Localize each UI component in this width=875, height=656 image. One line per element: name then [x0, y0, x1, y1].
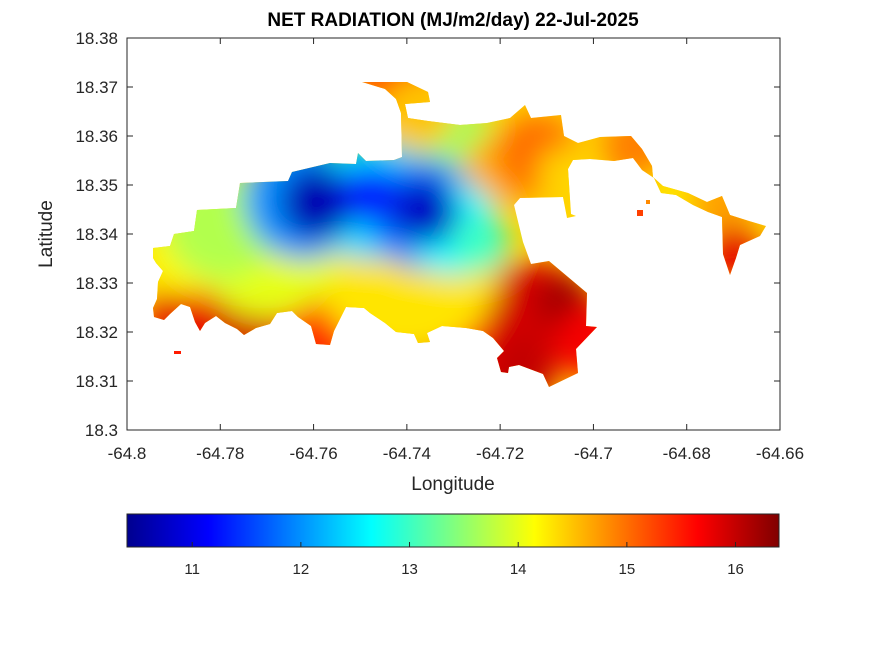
- x-tick-label: -64.74: [383, 444, 431, 463]
- y-tick-label: 18.36: [75, 127, 118, 146]
- field-cell: [392, 179, 459, 245]
- x-tick-label: -64.66: [756, 444, 804, 463]
- y-tick-label: 18.32: [75, 323, 118, 342]
- y-tick-label: 18.33: [75, 274, 118, 293]
- colorbar: [126, 513, 780, 548]
- colorbar-tick-label: 13: [401, 561, 418, 578]
- x-tick-label: -64.8: [108, 444, 147, 463]
- islet: [637, 210, 643, 216]
- colorbar-ticks: 11 12 13 14 15 16: [184, 542, 744, 578]
- islet: [174, 351, 181, 354]
- y-tick-label: 18.34: [75, 225, 118, 244]
- small-islets: [174, 200, 650, 354]
- x-axis: -64.8 -64.78 -64.76 -64.74 -64.72 -64.7 -64.68…: [108, 38, 804, 463]
- y-tick-label: 18.37: [75, 78, 118, 97]
- field-cell: [341, 166, 398, 223]
- islet: [646, 200, 650, 204]
- y-tick-label: 18.38: [75, 29, 118, 48]
- x-tick-label: -64.68: [663, 444, 711, 463]
- y-axis-title: Latitude: [36, 200, 57, 268]
- field-cell: [280, 164, 356, 240]
- colorbar-tick-label: 16: [727, 561, 744, 578]
- colorbar-tick-label: 11: [184, 561, 200, 578]
- x-tick-label: -64.76: [289, 444, 337, 463]
- colorbar-tick-label: 14: [510, 561, 527, 578]
- y-axis: 18.3 18.31 18.32 18.33 18.34 18.35 18.36 18.37 1…: [75, 29, 780, 440]
- x-tick-label: -64.72: [476, 444, 524, 463]
- colorbar-tick-label: 15: [619, 561, 636, 578]
- x-axis-title: Longitude: [411, 474, 494, 495]
- y-tick-label: 18.31: [75, 372, 118, 391]
- y-tick-label: 18.3: [85, 421, 118, 440]
- plot-title: NET RADIATION (MJ/m2/day) 22-Jul-2025: [267, 10, 639, 31]
- field-cell: [453, 215, 510, 272]
- y-tick-label: 18.35: [75, 176, 118, 195]
- x-tick-label: -64.7: [574, 444, 613, 463]
- x-tick-label: -64.78: [196, 444, 244, 463]
- colorbar-tick-label: 12: [293, 561, 310, 578]
